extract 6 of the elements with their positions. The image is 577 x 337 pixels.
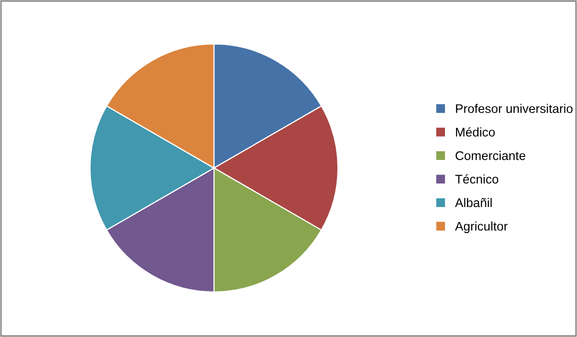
legend-label: Comerciante — [456, 150, 526, 160]
legend-label: Médico — [456, 127, 495, 137]
legend-label: Albañil — [455, 198, 492, 208]
legend-label: Profesor universitario — [456, 104, 573, 114]
legend-label: Técnico — [455, 174, 498, 184]
legend-label: Agricultor — [455, 221, 508, 234]
